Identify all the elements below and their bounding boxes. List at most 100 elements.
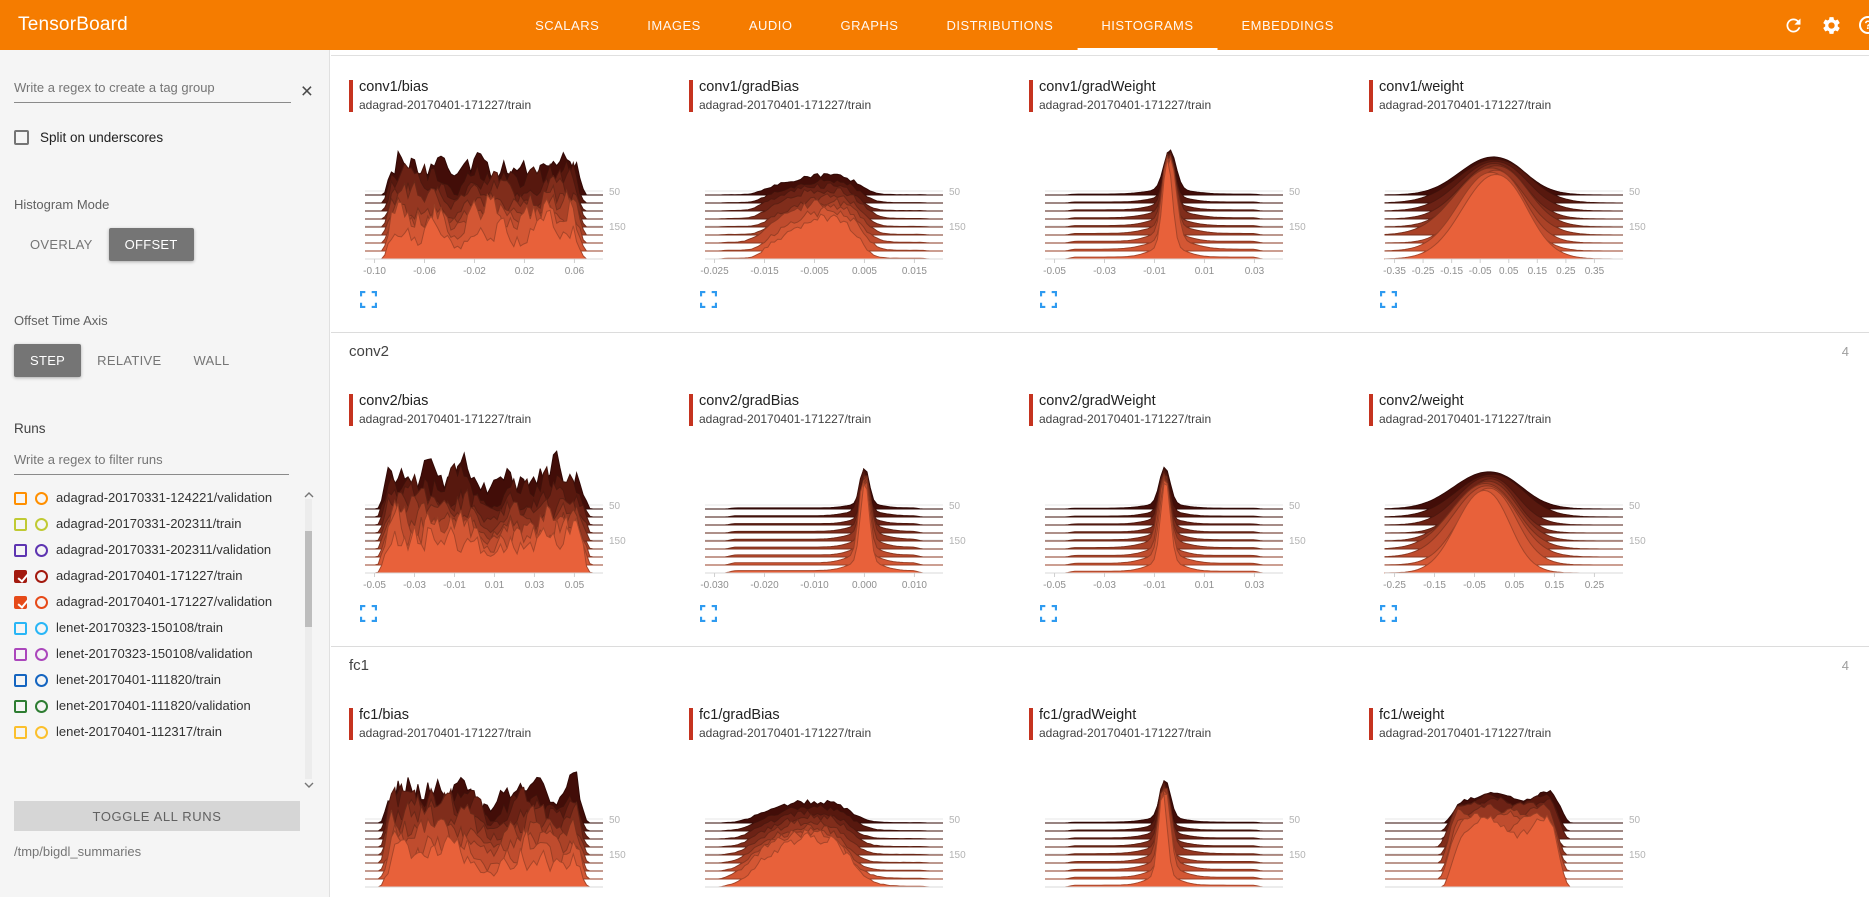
run-item[interactable]: adagrad-20170401-171227/train [14,563,286,589]
scroll-up-icon[interactable] [304,485,314,503]
top-navbar: TensorBoard SCALARS IMAGES AUDIO GRAPHS … [0,0,1869,50]
refresh-icon[interactable] [1783,15,1804,36]
run-item[interactable]: adagrad-20170331-202311/train [14,511,286,537]
histogram-card: conv2/bias adagrad-20170401-171227/train… [349,384,667,622]
tab-scalars[interactable]: SCALARS [535,17,600,33]
run-color-circle [35,544,48,557]
run-item[interactable]: adagrad-20170331-202311/validation [14,537,286,563]
histogram-chart[interactable]: 50 150 -0.25 -0.15 -0.05 0.05 0.15 0.25 [1379,429,1669,593]
expand-icon[interactable] [700,291,717,308]
run-checkbox[interactable] [14,674,27,687]
run-filter-input[interactable] [14,448,289,475]
run-color-bar [1369,708,1373,740]
offset-mode-button[interactable]: OFFSET [108,228,194,261]
help-icon[interactable]: ? [1859,16,1869,34]
run-checkbox[interactable] [14,492,27,505]
histogram-chart[interactable]: 50 150 -0.05 -0.03 -0.01 0.01 0.03 [1039,115,1329,279]
histogram-chart[interactable]: 50 150 -0.025 -0.015 -0.005 0.005 0.015 [699,115,989,279]
tab-distributions[interactable]: DISTRIBUTIONS [946,17,1054,33]
log-dir-path: /tmp/bigdl_summaries [14,844,142,859]
run-checkbox[interactable] [14,648,27,661]
histogram-chart[interactable]: 50 150 -0.05 -0.03 -0.01 0.01 0.03 [1039,429,1329,593]
clear-icon[interactable]: × [300,80,313,103]
expand-icon[interactable] [1040,605,1057,622]
tab-graphs[interactable]: GRAPHS [840,17,899,33]
step-axis-button[interactable]: STEP [14,344,82,377]
histogram-chart[interactable]: 50 150 [1379,743,1669,897]
x-axis-tick-label: 0.015 [902,266,927,277]
histogram-chart[interactable]: 50 150 -0.10 -0.06 -0.02 0.02 0.06 [359,115,649,279]
run-item[interactable]: adagrad-20170331-124221/validation [14,485,286,511]
x-axis-tick-label: -0.25 [1383,580,1406,591]
run-item[interactable]: adagrad-20170401-171227/validation [14,589,286,615]
section-header[interactable]: conv2 4 [331,332,1869,370]
run-color-circle [35,674,48,687]
expand-icon[interactable] [360,291,377,308]
run-list: adagrad-20170331-124221/validation adagr… [14,485,286,745]
expand-icon[interactable] [1380,291,1397,308]
relative-axis-button[interactable]: RELATIVE [81,344,177,377]
run-checkbox[interactable] [14,726,27,739]
tab-images[interactable]: IMAGES [647,17,701,33]
section-header[interactable] [331,50,1869,56]
run-list-wrap: adagrad-20170331-124221/validation adagr… [14,485,316,793]
sections: conv1/bias adagrad-20170401-171227/train… [331,50,1869,897]
histogram-chart[interactable]: 50 150 [1039,743,1329,897]
run-checkbox[interactable] [14,544,27,557]
overlay-mode-button[interactable]: OVERLAY [14,228,109,261]
x-axis-tick-label: 0.02 [515,266,535,277]
tag-section: conv1/bias adagrad-20170401-171227/train… [331,50,1869,332]
run-checkbox[interactable] [14,700,27,713]
expand-icon[interactable] [360,605,377,622]
histogram-chart[interactable]: 50 150 [359,743,649,897]
run-color-bar [349,80,353,112]
x-axis-tick-label: -0.25 [1412,266,1435,277]
step-axis-label: 150 [1629,536,1646,547]
step-axis-label: 150 [1289,222,1306,233]
expand-icon[interactable] [1040,291,1057,308]
x-axis-tick-label: 0.03 [525,580,545,591]
histogram-chart[interactable]: 50 150 -0.05 -0.03 -0.01 0.01 0.03 0.05 [359,429,649,593]
histogram-ridge [1385,814,1623,888]
x-axis-tick-label: -0.015 [750,266,779,277]
settings-gear-icon[interactable] [1821,15,1842,36]
tag-section: fc1 4 fc1/bias adagrad-20170401-171227/t… [331,646,1869,897]
expand-icon[interactable] [700,605,717,622]
x-axis-tick-label: -0.03 [1093,266,1116,277]
run-item[interactable]: lenet-20170323-150108/validation [14,641,286,667]
tab-histograms[interactable]: HISTOGRAMS [1077,0,1217,50]
run-item[interactable]: lenet-20170401-111820/train [14,667,286,693]
run-item[interactable]: lenet-20170401-111820/validation [14,693,286,719]
tag-filter-input[interactable] [14,76,291,103]
run-label: adagrad-20170401-171227/train [56,568,243,583]
histogram-chart[interactable]: 50 150 [699,743,989,897]
run-color-bar [689,394,693,426]
run-item[interactable]: lenet-20170323-150108/train [14,615,286,641]
histogram-chart[interactable]: 50 150 -0.35 -0.25 -0.15 -0.05 0.05 0.15 0.25 0.3… [1379,115,1669,279]
run-item[interactable]: lenet-20170401-112317/train [14,719,286,745]
step-axis-label: 50 [949,187,961,198]
scroll-down-icon[interactable] [304,775,314,793]
chart-tag-title: conv1/gradBias [699,79,799,95]
wall-axis-button[interactable]: WALL [177,344,245,377]
histogram-chart[interactable]: 50 150 -0.030 -0.020 -0.010 0.000 0.010 [699,429,989,593]
split-underscores-checkbox[interactable] [14,130,29,145]
histogram-card: conv2/weight adagrad-20170401-171227/tra… [1369,384,1687,622]
chart-tag-title: fc1/gradBias [699,707,780,723]
histogram-ridge [705,467,943,518]
run-checkbox[interactable] [14,622,27,635]
split-underscores-row[interactable]: Split on underscores [14,130,329,145]
run-checkbox[interactable] [14,570,27,583]
run-color-circle [35,726,48,739]
tab-audio[interactable]: AUDIO [748,17,793,33]
run-list-scrollbar[interactable] [302,485,316,793]
app-title: TensorBoard [18,14,128,35]
run-checkbox[interactable] [14,596,27,609]
histogram-ridge [705,476,943,550]
section-header[interactable]: fc1 4 [331,646,1869,684]
toggle-all-runs-button[interactable]: TOGGLE ALL RUNS [14,801,300,831]
scrollbar-thumb[interactable] [305,531,312,627]
tab-embeddings[interactable]: EMBEDDINGS [1241,17,1334,33]
run-checkbox[interactable] [14,518,27,531]
expand-icon[interactable] [1380,605,1397,622]
